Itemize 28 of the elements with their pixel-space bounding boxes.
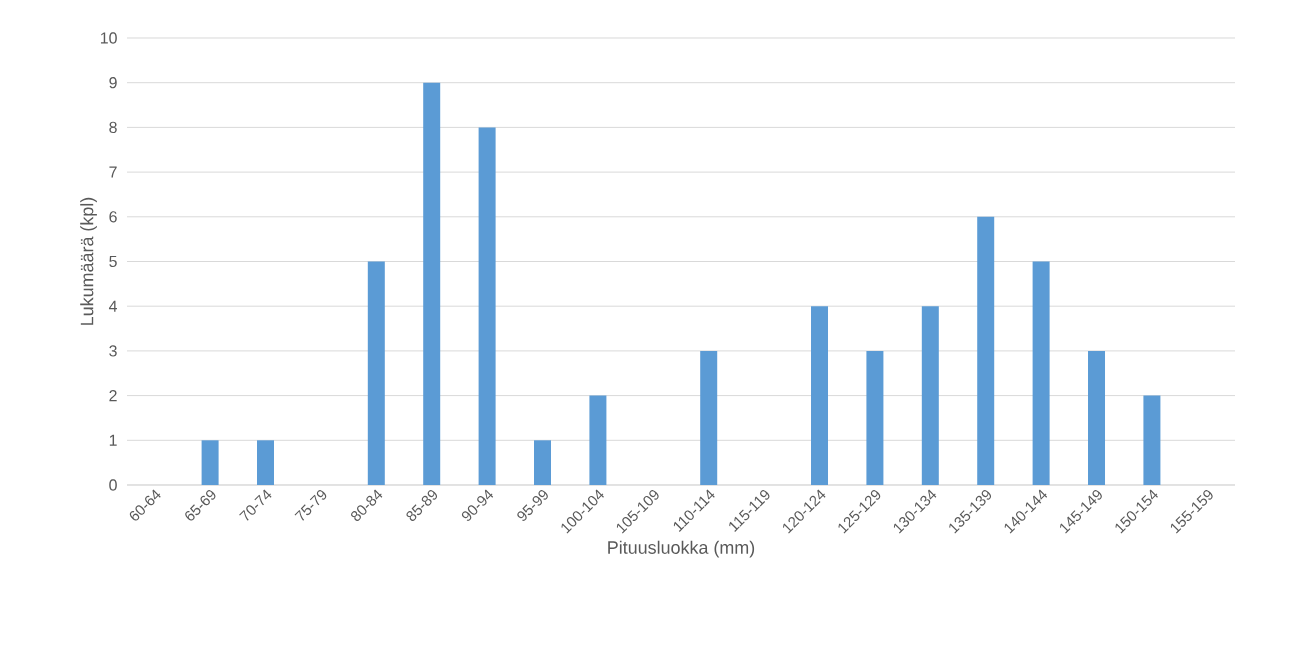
y-tick-label: 4 bbox=[108, 300, 118, 312]
bar bbox=[977, 216, 995, 485]
y-tick-label: 7 bbox=[109, 166, 117, 178]
y-tick-label: 1 bbox=[109, 434, 117, 446]
bar bbox=[201, 440, 219, 485]
bar bbox=[478, 127, 496, 485]
y-tick-label: 2 bbox=[109, 390, 117, 402]
y-tick-label: 3 bbox=[109, 345, 117, 357]
y-axis-title: Lukumäärä (kpl) bbox=[80, 197, 97, 325]
bar bbox=[1088, 350, 1106, 485]
x-axis-title: Pituusluokka (mm) bbox=[608, 540, 755, 558]
bar bbox=[534, 440, 551, 485]
bar bbox=[423, 82, 441, 485]
bar bbox=[257, 440, 274, 485]
bar bbox=[367, 261, 385, 485]
bar bbox=[1032, 261, 1050, 485]
y-tick-label: 10 bbox=[100, 32, 117, 44]
y-tick-label: 5 bbox=[109, 255, 117, 268]
bar bbox=[866, 350, 884, 485]
y-tick-label: 0 bbox=[109, 479, 117, 491]
bar bbox=[700, 350, 718, 485]
y-tick-label: 6 bbox=[109, 211, 117, 223]
bar bbox=[921, 306, 939, 485]
y-tick-label: 8 bbox=[109, 121, 117, 134]
bar bbox=[589, 395, 607, 485]
bar bbox=[1143, 395, 1161, 485]
bar bbox=[811, 306, 829, 485]
y-tick-label: 9 bbox=[109, 77, 117, 89]
